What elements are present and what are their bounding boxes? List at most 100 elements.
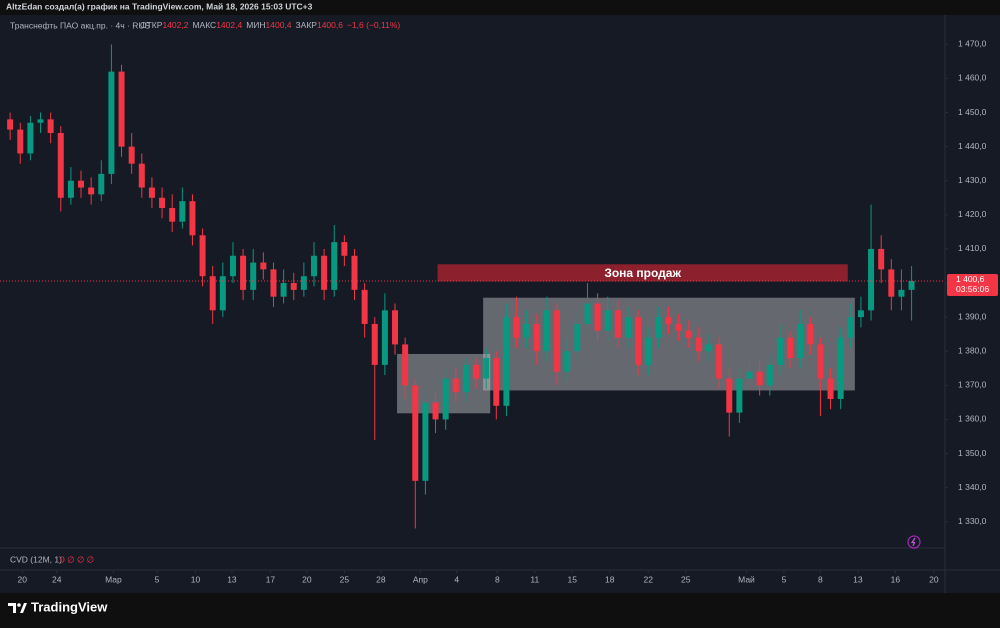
candle-body xyxy=(766,364,773,386)
candle-body xyxy=(88,187,95,195)
candle-body xyxy=(280,283,287,297)
candle-body xyxy=(695,337,702,352)
legend-label: МИН xyxy=(246,20,265,30)
zone-label: Зона продаж xyxy=(604,266,681,280)
alert-icon[interactable] xyxy=(907,535,921,549)
y-tick-label: 1 350,0 xyxy=(958,448,987,458)
y-tick-label: 1 430,0 xyxy=(958,175,987,185)
alert-icon-bolt xyxy=(910,537,916,547)
candle-body xyxy=(138,163,145,188)
candle-body xyxy=(159,197,166,209)
candle-body xyxy=(564,351,571,372)
candle-body xyxy=(604,310,611,331)
indicator-name: CVD (12M, 1) xyxy=(10,554,62,564)
candle-body xyxy=(473,364,480,379)
candle-body xyxy=(27,122,34,154)
candle-body xyxy=(847,317,854,338)
candle-body xyxy=(503,317,510,406)
x-tick-label: 13 xyxy=(227,574,237,584)
candle-body xyxy=(726,378,733,413)
candle-body xyxy=(189,201,196,236)
y-tick-label: 1 450,0 xyxy=(958,107,987,117)
x-tick-label: 4 xyxy=(454,574,459,584)
candle-body xyxy=(868,248,875,311)
y-tick-label: 1 370,0 xyxy=(958,380,987,390)
candle-body xyxy=(148,187,155,198)
candle-body xyxy=(290,283,297,290)
x-tick-label: 11 xyxy=(530,574,539,584)
x-tick-label: 24 xyxy=(52,574,62,584)
x-tick-label: 17 xyxy=(266,574,276,584)
y-tick-label: 1 420,0 xyxy=(958,209,987,219)
candle-body xyxy=(17,129,24,154)
candle-body xyxy=(797,323,804,359)
legend-label: МАКС xyxy=(192,20,216,30)
candle-body xyxy=(392,310,399,345)
x-tick-label: 8 xyxy=(818,574,823,584)
x-tick-label: 10 xyxy=(191,574,201,584)
legend-label: ОТКР xyxy=(140,20,163,30)
candle-body xyxy=(67,180,74,198)
candle-body xyxy=(807,323,814,345)
x-tick-label: 20 xyxy=(302,574,312,584)
candle-body xyxy=(371,323,378,365)
candle-body xyxy=(523,323,530,338)
y-tick-label: 1 440,0 xyxy=(958,141,987,151)
logo-dot xyxy=(17,603,21,607)
candle-body xyxy=(827,378,834,399)
candle-body xyxy=(888,269,895,297)
candle-body xyxy=(108,71,115,174)
candle-body xyxy=(533,323,540,352)
candle-body xyxy=(756,371,763,386)
x-tick-label: 25 xyxy=(340,574,350,584)
candle-body xyxy=(614,310,621,338)
x-tick-label: Май xyxy=(738,574,755,584)
candle-body xyxy=(361,289,368,324)
y-tick-label: 1 380,0 xyxy=(958,345,987,355)
candle-body xyxy=(250,262,257,290)
candle-body xyxy=(179,201,186,222)
candle-body xyxy=(655,317,662,338)
candle-body xyxy=(787,337,794,359)
x-tick-label: 13 xyxy=(853,574,863,584)
legend-value: 1402,4 xyxy=(216,20,242,30)
x-tick-label: 20 xyxy=(18,574,28,584)
candle-body xyxy=(584,303,591,324)
candle-body xyxy=(47,119,54,133)
candle-body xyxy=(240,255,247,290)
logo-mark xyxy=(8,603,16,613)
candle-body xyxy=(483,358,490,379)
candle-body xyxy=(878,248,885,270)
footer-brand: TradingView xyxy=(31,599,108,614)
candle-body xyxy=(645,337,652,365)
candle-body xyxy=(118,71,125,147)
logo-slash xyxy=(20,603,27,613)
candle-body xyxy=(351,255,358,290)
candle-body xyxy=(412,385,419,481)
y-tick-label: 1 330,0 xyxy=(958,516,987,526)
candle-body xyxy=(716,344,723,379)
indicator-values: 0 ∅ ∅ ∅ xyxy=(60,554,95,564)
candle-body xyxy=(219,276,226,311)
candle-body xyxy=(665,317,672,324)
candle-body xyxy=(169,208,176,222)
x-tick-label: 25 xyxy=(681,574,691,584)
legend-value: 1400,4 xyxy=(266,20,292,30)
candle-body xyxy=(706,344,713,352)
header: AltzEdan создал(а) график на TradingView… xyxy=(6,1,313,11)
y-tick-label: 1 410,0 xyxy=(958,243,987,253)
candle-body xyxy=(402,344,409,386)
candle-body xyxy=(422,402,429,481)
candle-body xyxy=(452,378,459,393)
x-tick-label: Мар xyxy=(105,574,122,584)
candle-body xyxy=(624,317,631,338)
chart-pane xyxy=(0,15,1000,593)
candle-body xyxy=(128,146,135,164)
candle-body xyxy=(857,310,864,318)
candle-body xyxy=(817,344,824,379)
candle-body xyxy=(78,180,85,188)
x-tick-label: 16 xyxy=(891,574,901,584)
candle-body xyxy=(260,262,267,270)
x-tick-label: Апр xyxy=(413,574,428,584)
